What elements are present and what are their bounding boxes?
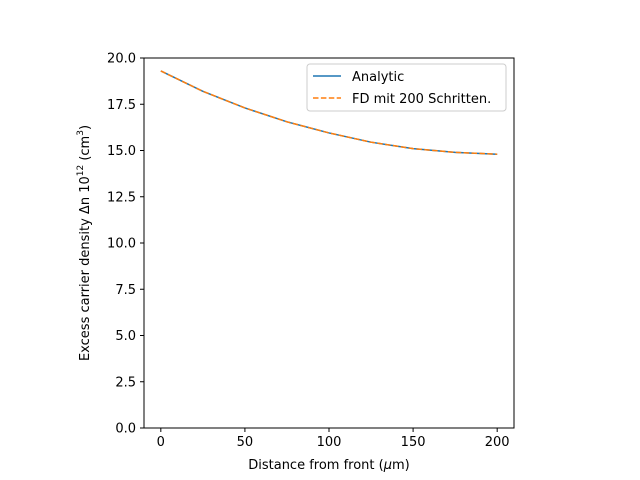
- y-axis-label-exp: 12: [76, 165, 86, 176]
- x-tick-label: 0: [157, 435, 165, 450]
- y-tick-label: 10.0: [107, 237, 136, 252]
- y-axis-label-close: ): [78, 125, 93, 130]
- legend-label-fd: FD mit 200 Schritten.: [352, 92, 491, 107]
- x-tick-label: 150: [401, 435, 426, 450]
- x-tick-label: 200: [485, 435, 510, 450]
- y-tick-label: 12.5: [107, 190, 136, 205]
- plot-area: [144, 58, 514, 428]
- y-axis-label-text: Excess carrier density Δn 10: [78, 176, 93, 361]
- legend-box: [306, 63, 507, 112]
- x-tick-label: 100: [317, 435, 342, 450]
- x-axis-label-unit: m): [392, 458, 410, 473]
- legend: Analytic FD mit 200 Schritten.: [306, 63, 507, 112]
- y-tick-label: 15.0: [107, 144, 136, 159]
- y-tick-label: 5.0: [115, 329, 136, 344]
- x-tick-label: 50: [237, 435, 254, 450]
- y-axis-label-unit-exp: 3: [76, 130, 86, 136]
- series-layer: [160, 70, 498, 155]
- y-axis-label-unit: (cm: [78, 136, 93, 165]
- y-axis-label: Excess carrier density Δn 1012 (cm3): [76, 125, 93, 361]
- x-axis: 0 50 100 150 200: [157, 428, 510, 450]
- x-axis-label-mu: μ: [383, 458, 392, 473]
- y-tick-label: 2.5: [115, 375, 136, 390]
- legend-label-analytic: Analytic: [352, 70, 404, 85]
- y-tick-label: 7.5: [115, 283, 136, 298]
- y-tick-label: 0.0: [115, 422, 136, 437]
- series-line-fd: [160, 70, 498, 155]
- x-axis-label: Distance from front (μm): [248, 458, 410, 473]
- y-axis: 0.0 2.5 5.0 7.5 10.0 12.5 15.0 17.5 20.0: [107, 52, 144, 437]
- y-tick-label: 20.0: [107, 52, 136, 67]
- x-axis-label-text: Distance from front (: [248, 458, 384, 473]
- y-tick-label: 17.5: [107, 98, 136, 113]
